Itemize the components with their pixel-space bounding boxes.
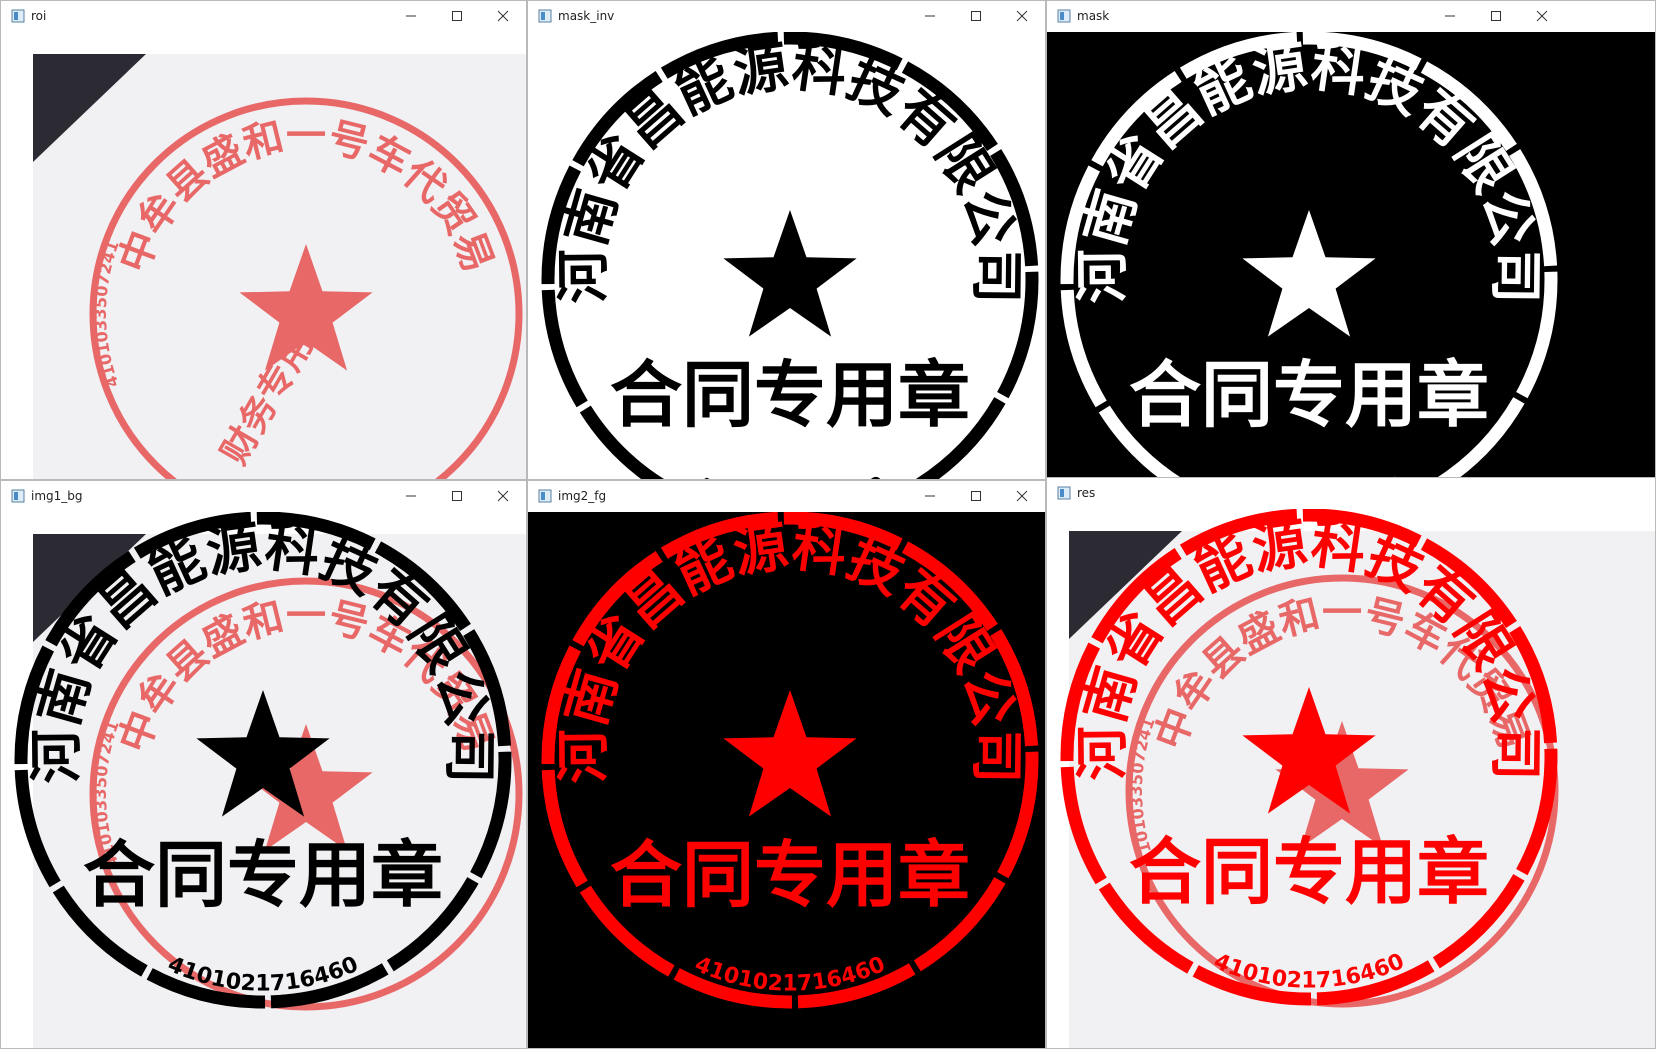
window-title: img2_fg xyxy=(558,489,607,503)
close-button[interactable] xyxy=(480,481,526,511)
opencv-window-icon xyxy=(1057,486,1071,500)
image-view: 中牟县盛和一号车代贸易 4101033507241 财务专用章 xyxy=(1,32,526,479)
minimize-icon xyxy=(925,15,935,17)
image-view: 中牟县盛和一号车代贸易 4101033507241 河南省昌能源科技有限公司 4… xyxy=(1,512,526,1048)
stamp-purpose: 合同专用章 xyxy=(610,353,970,437)
image-view: 河南省昌能源科技有限公司 4101021716460 合同专用章 xyxy=(1047,32,1655,479)
maximize-icon xyxy=(452,491,462,501)
minimize-button[interactable] xyxy=(907,481,953,511)
star-icon xyxy=(1242,687,1376,814)
maximize-icon xyxy=(971,491,981,501)
maximize-button[interactable] xyxy=(434,481,480,511)
star-icon xyxy=(196,690,330,817)
maximize-icon xyxy=(971,11,981,21)
window-res[interactable]: res 中牟县盛和一号车代贸易 4101033507241 河南省昌能源科技有限… xyxy=(1046,477,1656,1049)
close-icon xyxy=(497,10,509,22)
stamp-purpose: 合同专用章 xyxy=(1129,353,1489,437)
maximize-icon xyxy=(452,11,462,21)
image-view: 河南省昌能源科技有限公司 4101021716460 合同专用章 xyxy=(528,512,1045,1048)
stamp-purpose: 合同专用章 xyxy=(83,833,443,917)
maximize-button[interactable] xyxy=(953,1,999,31)
minimize-icon xyxy=(1445,15,1455,17)
close-button[interactable] xyxy=(1519,1,1565,31)
roi-image: 中牟县盛和一号车代贸易 4101033507241 财务专用章 xyxy=(1,32,526,479)
minimize-button[interactable] xyxy=(388,481,434,511)
image-view: 河南省昌能源科技有限公司 4101021716460 合同专用章 xyxy=(528,32,1045,479)
close-icon xyxy=(1016,490,1028,502)
window-img1-bg[interactable]: img1_bg 中牟县盛和一号车代贸易 4101033507241 河南省昌能源… xyxy=(0,480,527,1049)
title-bar[interactable]: img2_fg xyxy=(528,481,1045,511)
minimize-button[interactable] xyxy=(388,1,434,31)
minimize-icon xyxy=(925,495,935,497)
minimize-button[interactable] xyxy=(1427,1,1473,31)
title-bar[interactable]: img1_bg xyxy=(1,481,526,511)
title-bar[interactable]: mask xyxy=(1047,1,1655,31)
maximize-icon xyxy=(1491,11,1501,21)
opencv-window-icon xyxy=(538,489,552,503)
minimize-button[interactable] xyxy=(907,1,953,31)
mask-inv-image: 河南省昌能源科技有限公司 4101021716460 合同专用章 xyxy=(528,32,1045,479)
res-image: 中牟县盛和一号车代贸易 4101033507241 河南省昌能源科技有限公司 4… xyxy=(1047,509,1655,1048)
star-icon xyxy=(723,210,857,337)
title-bar[interactable]: mask_inv xyxy=(528,1,1045,31)
window-roi[interactable]: roi 中牟县盛和一号车代贸易 4101033507241 财务专用章 xyxy=(0,0,527,480)
img2-fg-image: 河南省昌能源科技有限公司 4101021716460 合同专用章 xyxy=(528,512,1045,1048)
image-view: 中牟县盛和一号车代贸易 4101033507241 河南省昌能源科技有限公司 4… xyxy=(1047,509,1655,1048)
window-title: res xyxy=(1077,486,1096,500)
window-mask-inv[interactable]: mask_inv 河南省昌能源科技有限公司 4101021716460 合同专用… xyxy=(527,0,1046,480)
minimize-icon xyxy=(406,495,416,497)
stamp-purpose: 合同专用章 xyxy=(1129,830,1489,914)
close-button[interactable] xyxy=(480,1,526,31)
stamp-purpose: 合同专用章 xyxy=(610,833,970,917)
title-bar[interactable]: roi xyxy=(1,1,526,31)
close-button[interactable] xyxy=(999,481,1045,511)
maximize-button[interactable] xyxy=(1473,1,1519,31)
close-icon xyxy=(1536,10,1548,22)
window-title: roi xyxy=(31,9,47,23)
img1-bg-image: 中牟县盛和一号车代贸易 4101033507241 河南省昌能源科技有限公司 4… xyxy=(1,512,526,1048)
minimize-icon xyxy=(406,15,416,17)
window-title: mask xyxy=(1077,9,1110,23)
star-icon xyxy=(1242,210,1376,337)
maximize-button[interactable] xyxy=(953,481,999,511)
opencv-window-icon xyxy=(11,9,25,23)
close-icon xyxy=(497,490,509,502)
opencv-window-icon xyxy=(1057,9,1071,23)
close-button[interactable] xyxy=(999,1,1045,31)
window-title: img1_bg xyxy=(31,489,83,503)
maximize-button[interactable] xyxy=(434,1,480,31)
title-bar[interactable]: res xyxy=(1047,478,1655,508)
window-img2-fg[interactable]: img2_fg 河南省昌能源科技有限公司 4101021716460 合同专用章 xyxy=(527,480,1046,1049)
opencv-window-icon xyxy=(538,9,552,23)
star-icon xyxy=(723,690,857,817)
close-icon xyxy=(1016,10,1028,22)
mask-image: 河南省昌能源科技有限公司 4101021716460 合同专用章 xyxy=(1047,32,1655,479)
opencv-window-icon xyxy=(11,489,25,503)
window-mask[interactable]: mask 河南省昌能源科技有限公司 4101021716460 合同专用章 xyxy=(1046,0,1656,480)
window-title: mask_inv xyxy=(558,9,615,23)
